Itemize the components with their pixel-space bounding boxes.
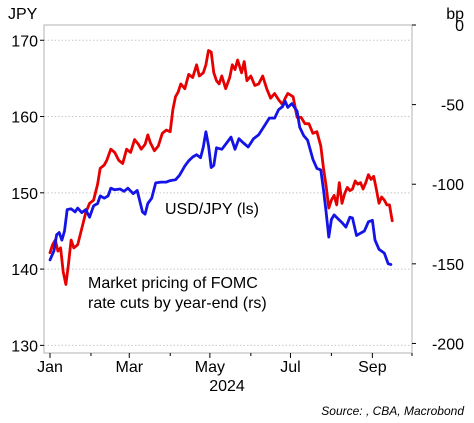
usdjpy-line	[48, 99, 393, 266]
left-tick-label-140: 140	[11, 262, 38, 279]
left-tick-label-160: 160	[11, 110, 38, 127]
source-note: Source: , CBA, Macrobond	[321, 404, 464, 418]
left-tick-label-150: 150	[11, 186, 38, 203]
fomc-cuts-line	[48, 49, 394, 286]
left-axis-unit: JPY	[8, 6, 38, 23]
x-tick-label-jan: Jan	[37, 359, 63, 376]
right-tick-label--100: -100	[432, 177, 464, 194]
fomc-series-label-line2: rate cuts by year-end (rs)	[88, 295, 267, 312]
left-tick-label-130: 130	[11, 338, 38, 355]
x-tick-label-sep: Sep	[358, 359, 387, 376]
right-axis-unit: bp	[446, 6, 464, 23]
right-tick-label-0: 0	[455, 18, 464, 35]
x-tick-label-mar: Mar	[115, 359, 143, 376]
x-tick-label-may: May	[195, 359, 225, 376]
usdjpy-series-label: USD/JPY (ls)	[165, 201, 259, 218]
right-axis-ticks: 0 -50 -100 -150 -200	[412, 18, 464, 353]
left-tick-label-170: 170	[11, 33, 38, 50]
right-tick-label--150: -150	[432, 257, 464, 274]
plot-frame	[43, 24, 413, 354]
left-axis-ticks: 130 140 150 160 170	[11, 33, 44, 355]
x-tick-label-jul: Jul	[280, 359, 300, 376]
right-tick-label--50: -50	[441, 98, 464, 115]
x-axis-year-label: 2024	[209, 378, 245, 395]
fomc-series-label-line1: Market pricing of FOMC	[88, 275, 258, 292]
right-tick-label--200: -200	[432, 336, 464, 353]
x-axis-ticks: Jan Mar May Jul Sep	[37, 353, 413, 376]
series-lines	[48, 49, 394, 286]
